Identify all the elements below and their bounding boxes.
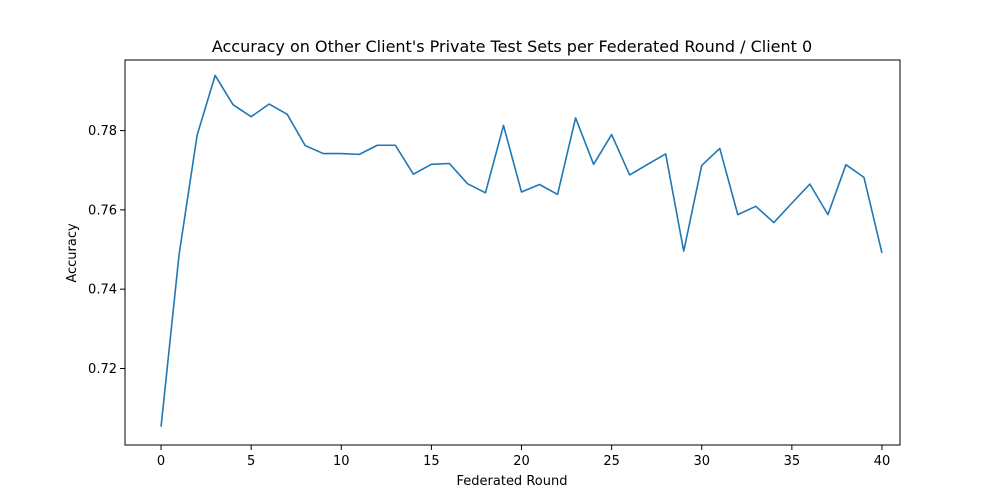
y-tick-label: 0.78	[88, 124, 117, 139]
x-axis: 0 5 10 15 20 25 30 35 40	[157, 445, 890, 469]
plot-area	[124, 59, 901, 446]
x-tick-label: 10	[333, 454, 350, 469]
y-axis-label: Accuracy	[65, 223, 80, 283]
series-line-0	[160, 74, 883, 427]
x-tick-label: 40	[874, 454, 891, 469]
x-tick-label: 30	[693, 454, 710, 469]
x-tick-label: 35	[784, 454, 801, 469]
x-tick-label: 20	[513, 454, 530, 469]
x-tick-label: 5	[247, 454, 255, 469]
series-group	[160, 74, 883, 427]
y-tick-label: 0.76	[88, 203, 117, 218]
x-axis-label: Federated Round	[457, 474, 568, 489]
y-tick-label: 0.74	[88, 283, 117, 298]
x-tick-label: 25	[603, 454, 620, 469]
x-tick-label: 0	[157, 454, 165, 469]
y-tick-label: 0.72	[88, 362, 117, 377]
y-axis: 0.72 0.74 0.76 0.78	[88, 124, 125, 377]
chart-title: Accuracy on Other Client's Private Test …	[212, 37, 812, 56]
x-tick-label: 15	[423, 454, 440, 469]
